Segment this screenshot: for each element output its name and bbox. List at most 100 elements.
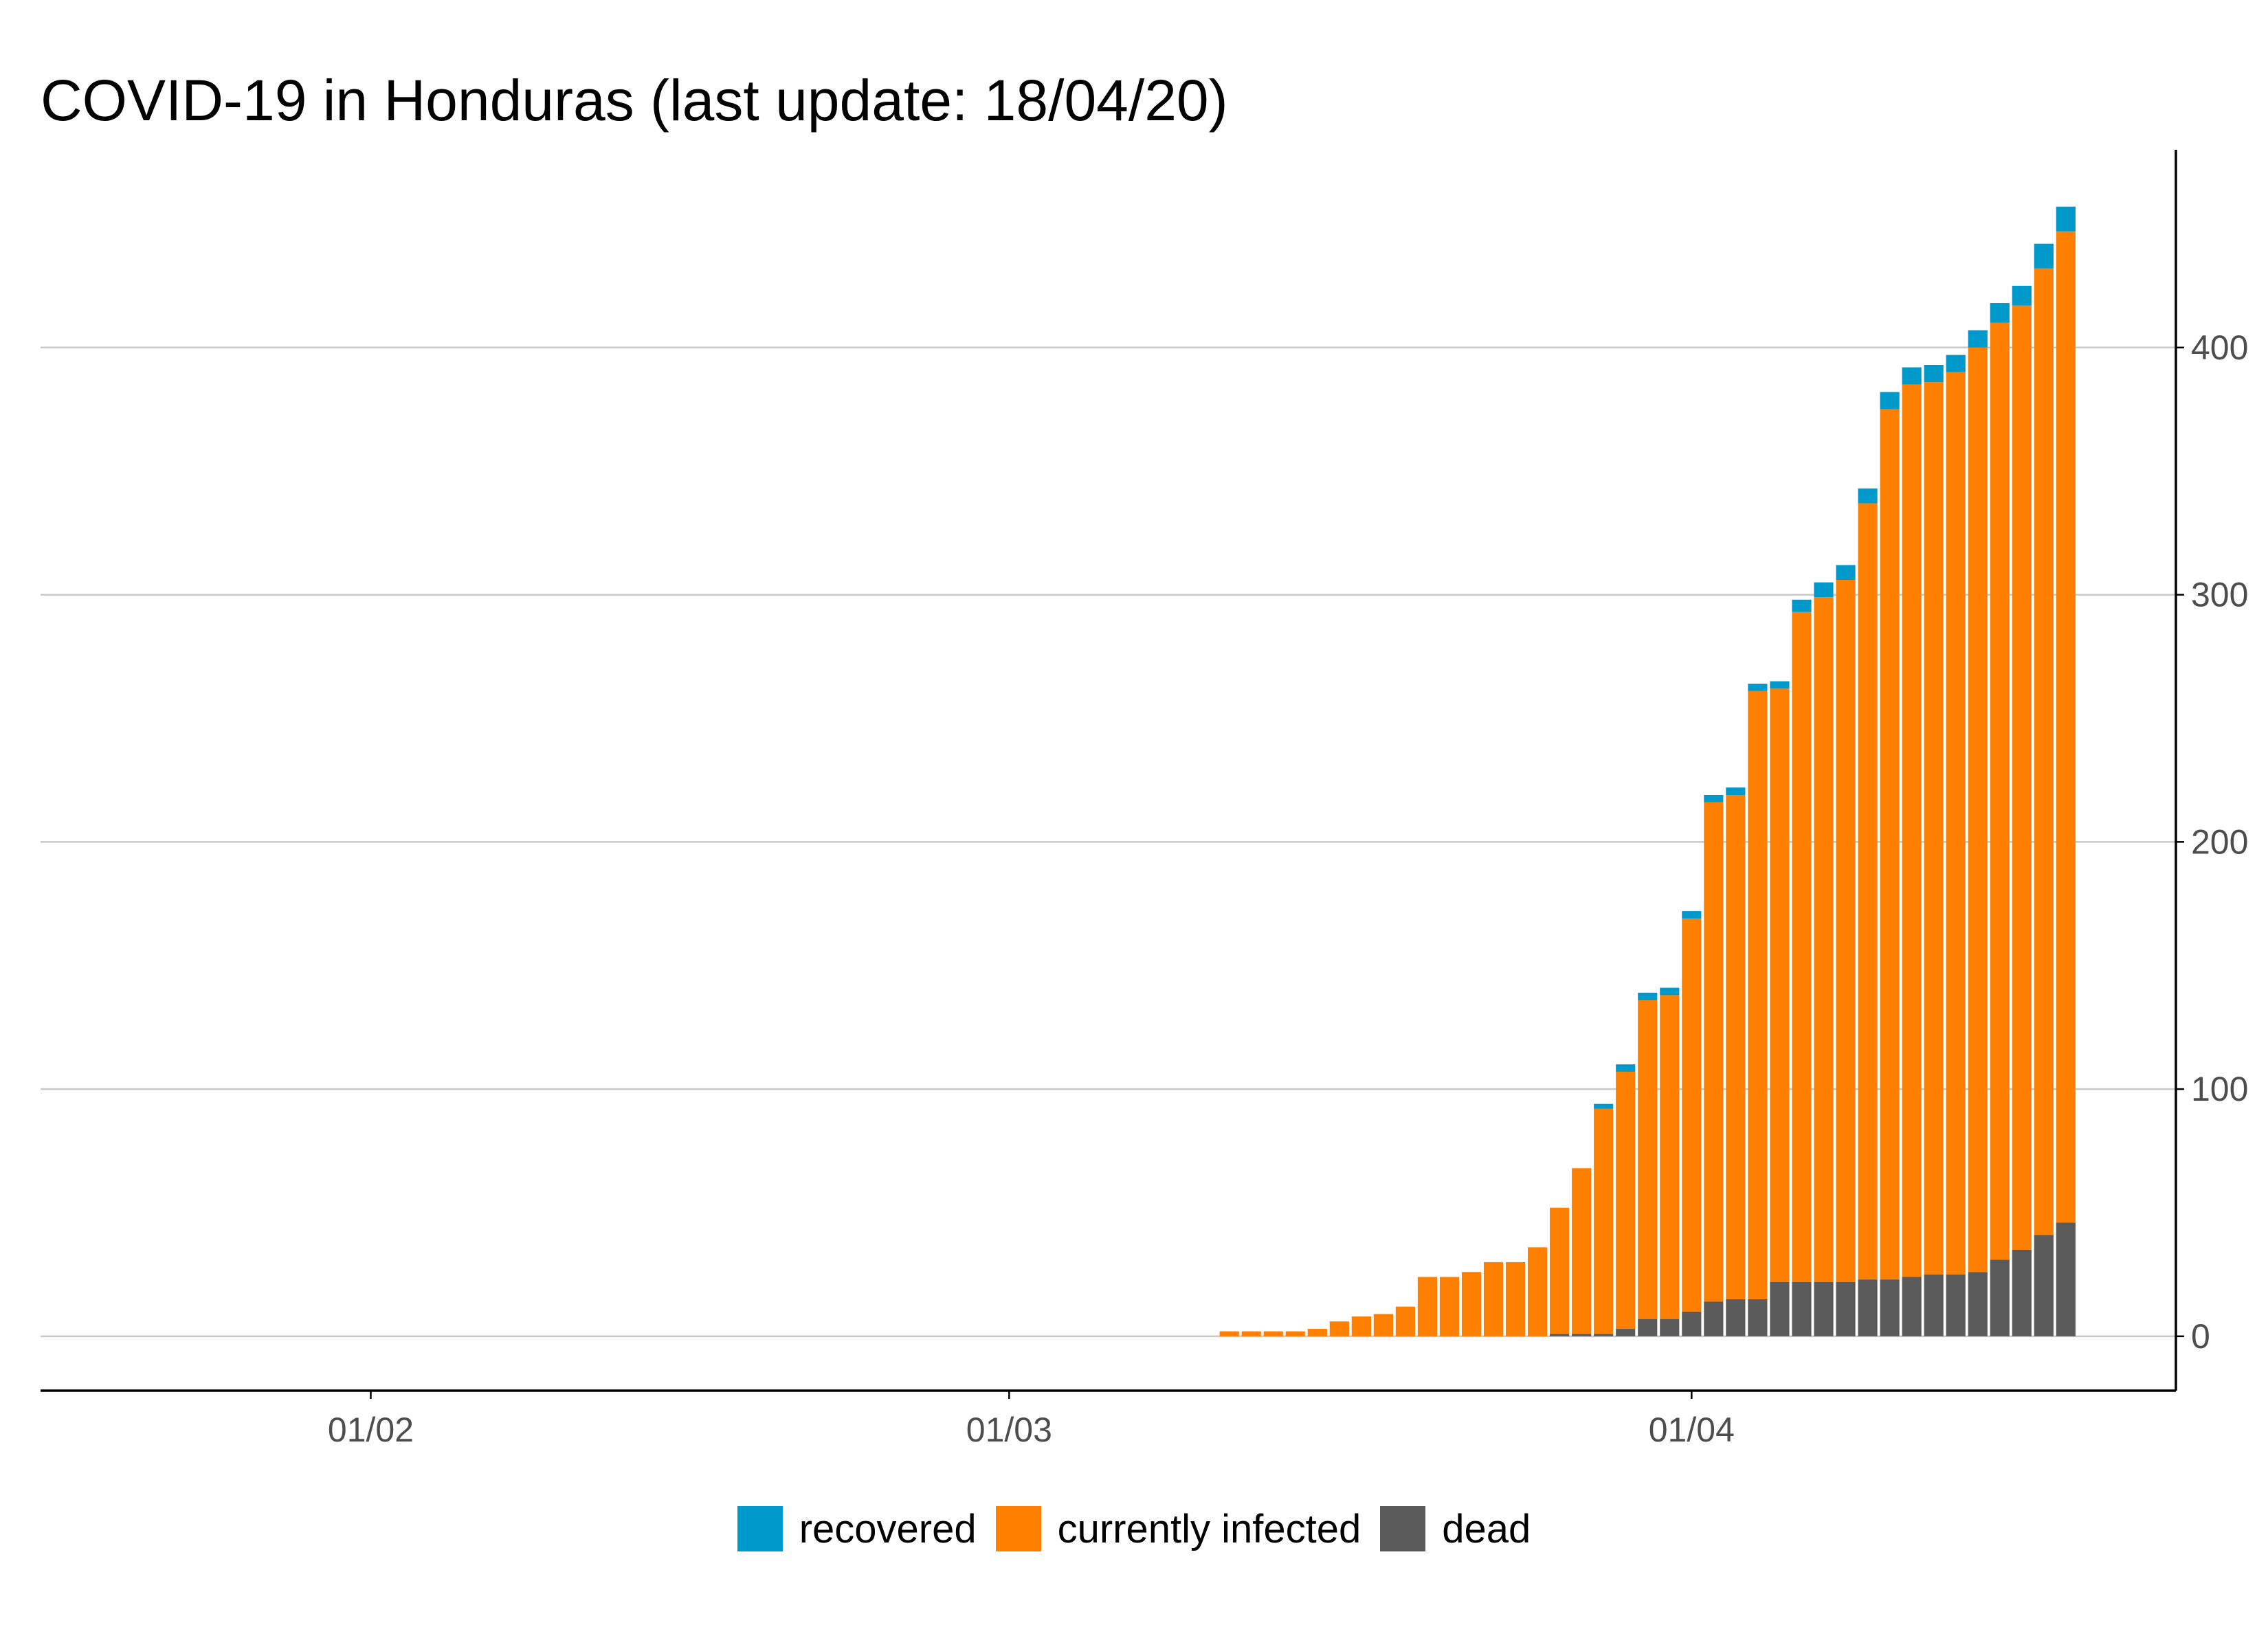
bar-recovered bbox=[1814, 582, 1834, 598]
bar-infected bbox=[1924, 382, 1944, 1275]
bar-recovered bbox=[2034, 243, 2054, 269]
bar-infected bbox=[1748, 691, 1768, 1299]
bar-recovered bbox=[1770, 681, 1790, 689]
legend-label-currently-infected: currently infected bbox=[1057, 1506, 1361, 1551]
bar-infected bbox=[1726, 794, 1746, 1299]
legend-item-dead: dead bbox=[1380, 1506, 1531, 1552]
bar-dead bbox=[1726, 1299, 1746, 1336]
y-tick-label: 0 bbox=[2191, 1317, 2210, 1356]
bar-infected bbox=[1968, 347, 1988, 1272]
bar-dead bbox=[1704, 1301, 1724, 1336]
legend-label-dead: dead bbox=[1442, 1506, 1531, 1551]
bar-infected bbox=[1528, 1247, 1548, 1336]
bar-infected bbox=[1219, 1331, 1239, 1336]
bar-recovered bbox=[1990, 303, 2010, 323]
bar-dead bbox=[1836, 1281, 1856, 1336]
bar-recovered bbox=[2012, 285, 2032, 306]
y-tick-label: 400 bbox=[2191, 328, 2248, 367]
bar-infected bbox=[1439, 1277, 1460, 1336]
legend-label-recovered: recovered bbox=[799, 1506, 977, 1551]
x-tick-label: 01/04 bbox=[1649, 1411, 1735, 1449]
legend-item-recovered: recovered bbox=[737, 1506, 977, 1552]
bar-recovered bbox=[2056, 206, 2076, 232]
bar-recovered bbox=[1924, 364, 1944, 383]
bar-infected bbox=[1417, 1277, 1438, 1336]
bar-dead bbox=[1946, 1274, 1966, 1336]
x-tick-label: 01/03 bbox=[966, 1411, 1052, 1449]
bar-recovered bbox=[1836, 565, 1856, 580]
axes bbox=[41, 150, 2184, 1399]
bar-recovered bbox=[1726, 787, 1746, 795]
bar-recovered bbox=[1660, 987, 1680, 996]
bar-dead bbox=[1990, 1259, 2010, 1336]
x-tick-label: 01/02 bbox=[328, 1411, 414, 1449]
bar-dead bbox=[1682, 1311, 1702, 1336]
bar-recovered bbox=[1902, 367, 1922, 385]
legend: recovered currently infected dead bbox=[0, 1501, 2268, 1556]
bar-dead bbox=[1550, 1334, 1570, 1336]
bar-dead bbox=[1924, 1274, 1944, 1336]
legend-item-currently-infected: currently infected bbox=[995, 1506, 1361, 1552]
bar-infected bbox=[1858, 503, 1878, 1280]
bar-dead bbox=[1638, 1319, 1658, 1336]
tick-labels: 0 100 200 300 400 01/02 01/03 01/04 bbox=[328, 328, 2249, 1449]
y-tick-label: 300 bbox=[2191, 576, 2248, 614]
chart-title: COVID-19 in Honduras (last update: 18/04… bbox=[41, 68, 1228, 133]
bar-infected bbox=[1550, 1207, 1570, 1334]
bar-infected bbox=[1814, 597, 1834, 1282]
bar-dead bbox=[1902, 1277, 1922, 1336]
bar-infected bbox=[1990, 322, 2010, 1260]
bar-recovered bbox=[1968, 330, 1988, 348]
bar-infected bbox=[2056, 231, 2076, 1223]
bar-infected bbox=[1329, 1321, 1349, 1336]
bar-infected bbox=[1241, 1331, 1261, 1336]
bar-infected bbox=[1946, 372, 1966, 1275]
bar-recovered bbox=[1880, 392, 1900, 410]
bar-dead bbox=[1814, 1281, 1834, 1336]
bar-dead bbox=[2056, 1222, 2076, 1336]
bar-infected bbox=[1505, 1261, 1526, 1336]
bar-infected bbox=[2034, 268, 2054, 1235]
bar-infected bbox=[1373, 1314, 1393, 1336]
bar-dead bbox=[1792, 1281, 1812, 1336]
bar-infected bbox=[1572, 1168, 1592, 1334]
bars bbox=[1219, 206, 2076, 1336]
bar-infected bbox=[1792, 612, 1812, 1282]
legend-key-currently-infected bbox=[995, 1506, 1041, 1551]
bar-infected bbox=[1263, 1331, 1283, 1336]
legend-key-recovered bbox=[737, 1506, 783, 1551]
bar-dead bbox=[2034, 1235, 2054, 1336]
bar-recovered bbox=[1682, 911, 1702, 919]
bar-infected bbox=[1902, 384, 1922, 1277]
bar-dead bbox=[1968, 1272, 1988, 1336]
bar-infected bbox=[1660, 995, 1680, 1319]
bar-infected bbox=[1395, 1306, 1416, 1336]
bar-infected bbox=[1880, 409, 1900, 1280]
gridlines bbox=[41, 346, 2176, 1338]
bar-infected bbox=[1638, 1000, 1658, 1319]
bar-dead bbox=[1770, 1281, 1790, 1336]
bar-recovered bbox=[1638, 992, 1658, 1000]
bar-recovered bbox=[1748, 684, 1768, 691]
bar-infected bbox=[1616, 1071, 1636, 1330]
bar-infected bbox=[1594, 1108, 1614, 1334]
bar-recovered bbox=[1858, 488, 1878, 504]
bar-recovered bbox=[1616, 1064, 1636, 1072]
bar-dead bbox=[1572, 1334, 1592, 1336]
bar-infected bbox=[1285, 1331, 1305, 1336]
bar-recovered bbox=[1594, 1103, 1614, 1109]
bar-recovered bbox=[1792, 599, 1812, 612]
y-tick-label: 100 bbox=[2191, 1070, 2248, 1108]
bar-dead bbox=[1748, 1299, 1768, 1336]
bar-infected bbox=[1836, 579, 1856, 1282]
y-tick-label: 200 bbox=[2191, 822, 2248, 861]
legend-key-dead bbox=[1380, 1506, 1426, 1551]
bar-dead bbox=[1660, 1319, 1680, 1336]
bar-dead bbox=[1880, 1279, 1900, 1336]
bar-dead bbox=[1594, 1334, 1614, 1336]
bar-infected bbox=[1682, 918, 1702, 1312]
bar-infected bbox=[1770, 688, 1790, 1282]
bar-infected bbox=[1351, 1316, 1371, 1336]
bar-infected bbox=[2012, 305, 2032, 1250]
